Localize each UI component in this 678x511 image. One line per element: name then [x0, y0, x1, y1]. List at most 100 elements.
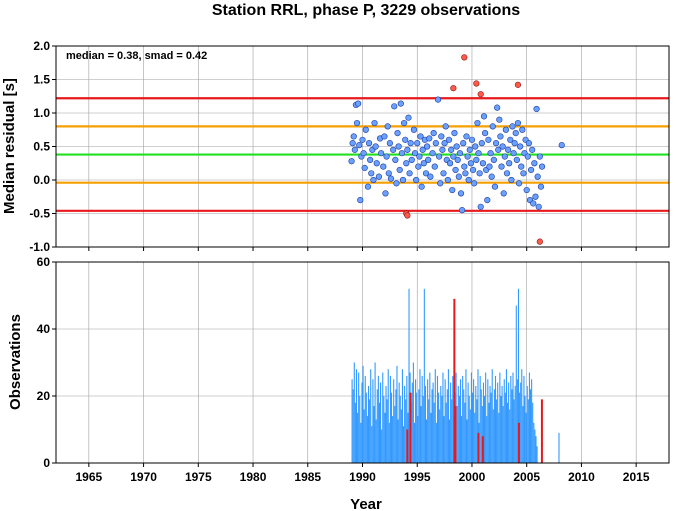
observation-bar	[359, 396, 361, 463]
observation-bar	[474, 412, 476, 463]
observation-bar	[447, 369, 449, 463]
residual-point	[480, 113, 488, 120]
observation-bar	[523, 375, 525, 463]
residual-point	[348, 158, 355, 165]
residual-point	[384, 123, 391, 130]
residual-point	[537, 183, 545, 190]
observation-bar	[374, 362, 376, 463]
outlier-point	[536, 238, 543, 245]
x-tick-label: 1995	[404, 470, 431, 484]
x-tick-label: 1980	[240, 470, 267, 484]
observation-bar	[525, 412, 527, 463]
observation-bar	[492, 409, 494, 463]
observation-bar	[412, 362, 414, 463]
observation-bar	[466, 419, 468, 463]
observation-bar	[366, 416, 368, 463]
observation-bar	[444, 379, 446, 463]
observation-bar	[446, 389, 448, 463]
observation-bar	[476, 399, 478, 463]
observation-bar	[361, 382, 363, 463]
observation-bar	[377, 375, 379, 463]
x-tick-label: 2010	[568, 470, 595, 484]
top-y-ticks: 2.0 1.5 1.0 0.5 0.0 -0.5 -1.0	[29, 39, 56, 254]
residual-point	[436, 153, 443, 160]
observation-bar	[436, 375, 439, 463]
observation-bar	[370, 369, 372, 463]
observation-bar	[351, 379, 353, 463]
observation-bar	[516, 379, 518, 463]
observation-bar	[494, 375, 497, 463]
top-y-tick-label: 2.0	[33, 39, 50, 53]
residual-point	[492, 140, 500, 147]
outlier-bar	[453, 298, 456, 463]
observation-bar	[394, 406, 396, 463]
residual-point	[475, 150, 482, 157]
residual-point	[407, 140, 414, 147]
residual-point	[490, 156, 497, 163]
observation-bar	[467, 382, 469, 463]
residual-point	[454, 156, 461, 163]
residual-point	[396, 166, 403, 174]
residual-point	[488, 173, 495, 180]
observation-bar	[417, 416, 419, 463]
residual-point	[558, 142, 565, 149]
x-tick-label: 1990	[349, 470, 376, 484]
residual-point	[451, 130, 458, 137]
residual-point	[465, 176, 472, 184]
observation-bar	[469, 409, 471, 463]
observation-bar	[431, 389, 433, 463]
top-y-axis-label: Median residual [s]	[1, 78, 18, 214]
top-y-tick-label: 1.0	[33, 106, 50, 120]
observation-bar	[428, 399, 430, 463]
observation-bar	[415, 379, 417, 463]
observation-bar	[420, 406, 422, 463]
top-grid	[56, 45, 669, 248]
residual-point	[463, 133, 470, 140]
observation-bar	[380, 382, 382, 463]
observation-bar	[470, 372, 472, 463]
observation-bar	[425, 419, 428, 463]
residual-point	[489, 123, 496, 130]
residual-point	[442, 123, 449, 130]
residual-point	[469, 166, 477, 174]
observation-bar	[423, 288, 425, 463]
observations-bar-panel: 60 40 20 0 1965 1970 1975 1980 1985 1990 1995 2000…	[7, 247, 670, 511]
residual-point	[457, 190, 465, 197]
residual-point	[437, 180, 444, 187]
observation-bar	[498, 412, 500, 463]
residual-point	[533, 105, 540, 113]
bottom-x-ticks: 1965 1970 1975 1980 1985 1990 1995 2000 2005 2010…	[75, 247, 650, 484]
observation-bar	[558, 432, 560, 463]
observation-bar	[501, 385, 503, 463]
observation-bar	[510, 375, 512, 463]
residual-point	[499, 143, 506, 150]
observation-bar	[371, 426, 373, 463]
residual-point	[394, 130, 401, 137]
observation-bar	[457, 385, 459, 463]
residual-point	[386, 140, 393, 147]
residual-point	[530, 200, 537, 207]
residual-point	[425, 156, 432, 163]
observation-bar	[433, 402, 435, 463]
residual-point	[461, 163, 468, 170]
observation-bar	[397, 419, 399, 463]
observation-bar	[486, 416, 488, 463]
observation-bar	[378, 402, 381, 463]
residual-point	[429, 150, 436, 157]
residual-point	[382, 190, 389, 197]
bottom-y-tick-label: 60	[37, 255, 51, 269]
observation-bar	[388, 422, 390, 463]
residual-point	[452, 166, 459, 174]
observation-bar	[387, 369, 389, 463]
residual-point	[364, 183, 372, 190]
residual-point	[508, 176, 515, 184]
observation-bar	[408, 288, 410, 463]
residual-point	[513, 156, 520, 163]
residual-point	[383, 153, 390, 160]
observation-bar	[357, 412, 359, 463]
observation-bar	[509, 409, 511, 463]
observation-bar	[511, 389, 513, 463]
observation-bar	[497, 382, 499, 463]
observation-bar	[398, 382, 400, 463]
